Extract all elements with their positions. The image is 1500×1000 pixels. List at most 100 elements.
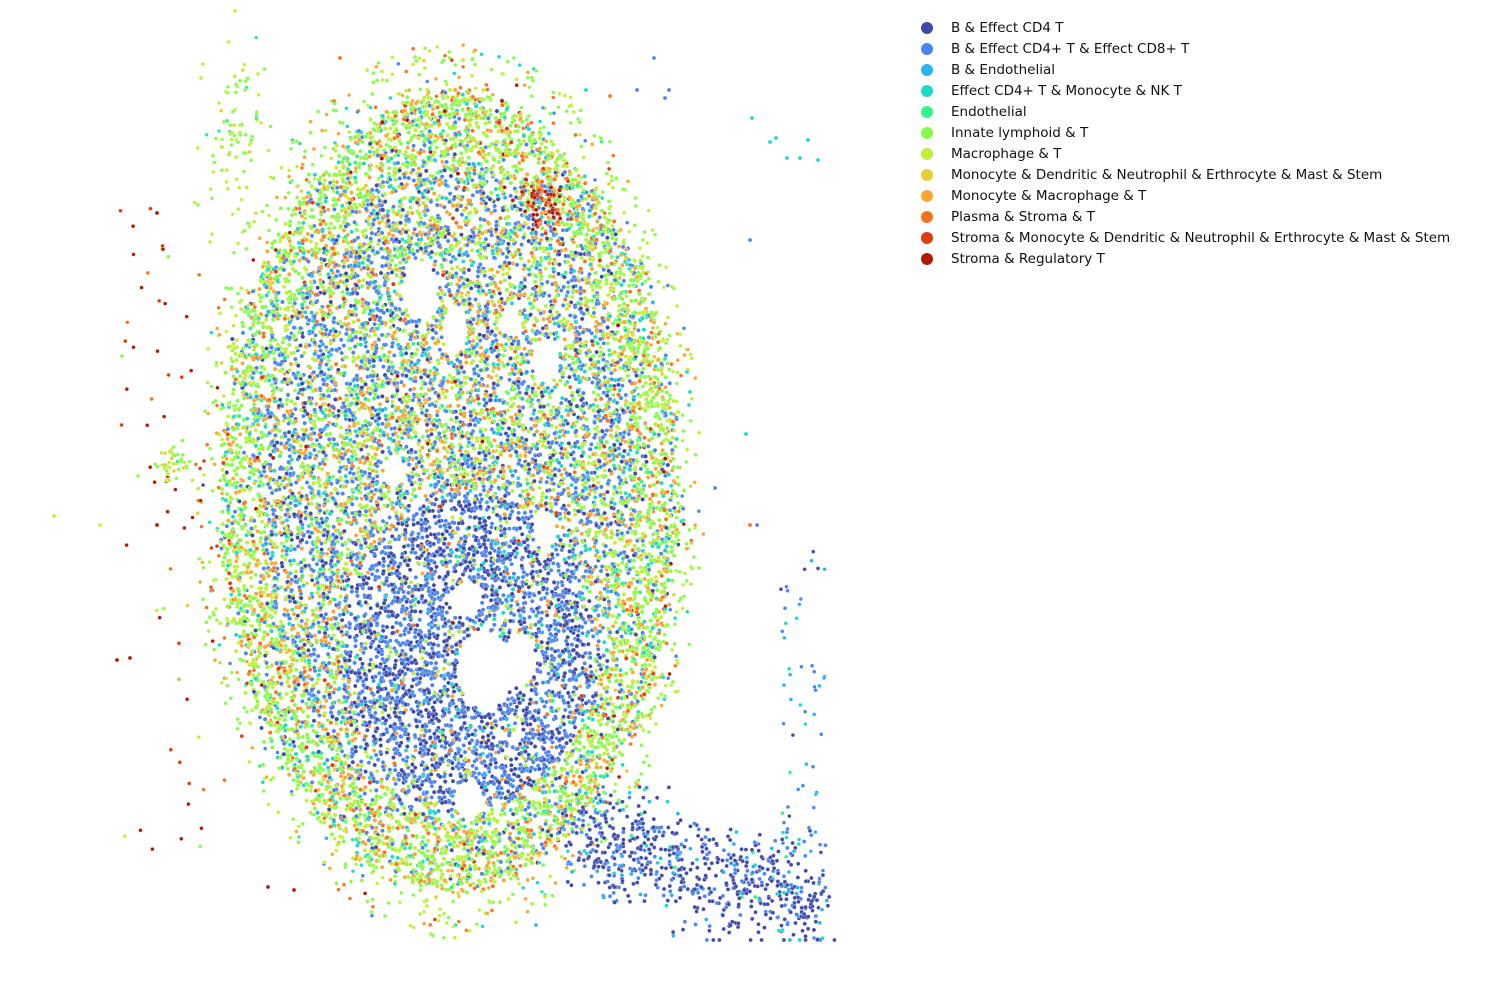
cell-point xyxy=(580,256,584,260)
cell-point xyxy=(573,693,577,697)
cell-point xyxy=(234,358,238,362)
cell-point xyxy=(624,656,628,660)
cell-point xyxy=(387,166,391,170)
cell-point xyxy=(526,525,530,529)
cell-point xyxy=(228,581,232,585)
cell-point xyxy=(597,252,601,256)
cell-point xyxy=(531,760,535,764)
cell-point xyxy=(557,272,561,276)
cell-point xyxy=(595,219,599,223)
cell-point xyxy=(477,253,481,257)
cell-point xyxy=(394,782,398,786)
cell-point xyxy=(305,733,309,737)
cell-point xyxy=(594,446,598,450)
cell-point xyxy=(584,340,588,344)
cell-point xyxy=(254,573,258,577)
cell-point xyxy=(442,542,446,546)
cell-point xyxy=(617,597,621,601)
cell-point xyxy=(537,386,541,390)
cell-point xyxy=(254,628,258,632)
cell-point xyxy=(566,280,570,284)
cell-point xyxy=(333,388,337,392)
cell-point xyxy=(602,468,606,472)
cell-point xyxy=(653,375,657,379)
cell-point xyxy=(626,530,630,534)
cell-point xyxy=(590,267,594,271)
cell-point xyxy=(360,284,364,288)
cell-point xyxy=(544,495,548,499)
cell-point xyxy=(386,355,390,359)
cell-point xyxy=(290,748,294,752)
cell-point xyxy=(635,580,639,584)
cell-point xyxy=(561,423,565,427)
cell-point xyxy=(452,840,456,844)
cell-point xyxy=(514,169,518,173)
cell-point xyxy=(274,533,278,537)
cell-point xyxy=(286,585,290,589)
cell-point xyxy=(462,847,466,851)
cell-point xyxy=(388,126,392,130)
cell-point xyxy=(361,714,365,718)
cell-point xyxy=(564,741,568,745)
cell-point xyxy=(462,829,466,833)
cell-point xyxy=(430,763,434,767)
cell-point xyxy=(419,742,423,746)
cell-point xyxy=(363,848,367,852)
cell-point xyxy=(464,360,468,364)
cell-point xyxy=(529,510,533,514)
cell-point xyxy=(608,384,612,388)
cell-point xyxy=(309,184,313,188)
cell-point xyxy=(335,190,339,194)
cell-point xyxy=(375,469,379,473)
cell-point xyxy=(533,744,537,748)
cell-point xyxy=(547,789,551,793)
cell-point xyxy=(434,565,438,569)
cell-point xyxy=(518,494,522,498)
cell-point xyxy=(562,488,566,492)
cell-point xyxy=(327,226,331,230)
cell-point xyxy=(310,234,314,238)
cell-point xyxy=(430,646,434,650)
cell-point xyxy=(385,625,389,629)
cell-point xyxy=(626,571,630,575)
cell-point xyxy=(526,482,530,486)
cell-point xyxy=(480,410,484,414)
cell-point xyxy=(611,741,615,745)
cell-point xyxy=(449,174,453,178)
cell-point xyxy=(665,390,669,394)
cell-point xyxy=(389,650,393,654)
cell-point xyxy=(445,122,449,126)
cell-point xyxy=(566,285,570,289)
cell-point xyxy=(648,525,652,529)
cell-point xyxy=(388,350,392,354)
cell-point xyxy=(533,424,537,428)
cell-point xyxy=(240,644,244,648)
cell-point xyxy=(492,303,496,307)
cell-point xyxy=(383,127,387,131)
cell-point xyxy=(502,878,506,882)
cell-point xyxy=(583,544,587,548)
cell-point xyxy=(605,490,609,494)
cell-point xyxy=(473,423,477,427)
cell-point xyxy=(369,658,373,662)
cell-point xyxy=(288,743,292,747)
cell-point xyxy=(390,855,394,859)
cell-point xyxy=(571,257,575,261)
cell-point xyxy=(509,758,513,762)
cell-point xyxy=(383,545,387,549)
cell-point xyxy=(486,243,490,247)
cell-point xyxy=(349,393,353,397)
cell-point xyxy=(583,369,587,373)
cell-point xyxy=(400,279,404,283)
cell-point xyxy=(284,692,288,696)
cell-point xyxy=(605,428,609,432)
cell-point xyxy=(315,438,319,442)
cell-point xyxy=(394,659,398,663)
cell-point xyxy=(501,593,505,597)
cell-point xyxy=(320,467,324,471)
cell-point xyxy=(386,287,390,291)
cell-point xyxy=(599,485,603,489)
cell-point xyxy=(382,850,386,854)
cell-point xyxy=(440,160,444,164)
cell-point xyxy=(462,715,466,719)
